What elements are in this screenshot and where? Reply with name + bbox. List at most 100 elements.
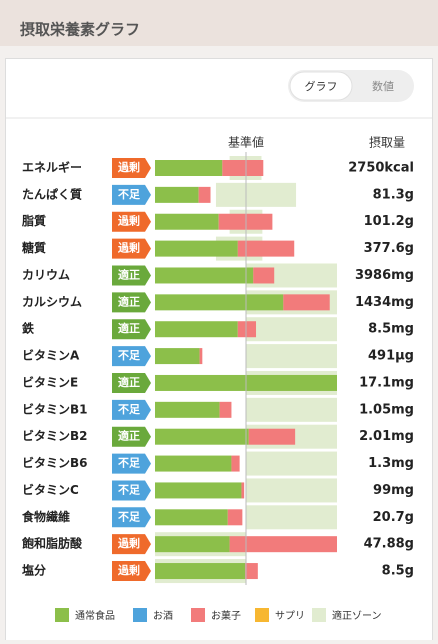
row-label: カルシウム [22, 295, 82, 309]
legend-label: お酒 [153, 610, 173, 622]
bar-segment [222, 160, 264, 176]
row-label: 鉄 [22, 321, 34, 336]
badge [112, 319, 151, 340]
zone [246, 317, 337, 342]
bar-segment [155, 348, 200, 365]
badge [112, 184, 151, 205]
row-label: ビタミンA [22, 348, 80, 363]
bar-segment [283, 294, 330, 311]
badge [112, 480, 151, 501]
badge-label: 不足 [118, 483, 141, 496]
badge [112, 292, 151, 313]
badge [112, 534, 151, 555]
badge [112, 346, 151, 367]
legend-label: サプリ [275, 610, 305, 622]
legend-swatch [133, 608, 147, 622]
intake-value: 2.01mg [359, 429, 414, 444]
badge-label: 過剰 [117, 536, 140, 550]
bar-segment [155, 267, 254, 284]
legend-swatch [191, 608, 205, 622]
badge-label: 適正 [118, 267, 140, 281]
row-label: ビタミンB2 [22, 428, 88, 443]
row-label: ビタミンC [22, 482, 79, 497]
badge-label: 不足 [118, 349, 141, 362]
badge [112, 426, 151, 447]
bar-segment [241, 482, 245, 499]
badge-label: 適正 [118, 375, 140, 389]
bar-segment [155, 563, 246, 580]
bar-segment [227, 509, 243, 526]
intake-value: 17.1mg [359, 375, 414, 390]
bar-segment [199, 348, 203, 365]
bar-segment [229, 536, 337, 553]
intake-value: 20.7g [373, 510, 414, 525]
row-label: 脂質 [21, 213, 46, 228]
intake-value: 491μg [368, 349, 414, 364]
reference-header: 基準値 [228, 135, 264, 150]
legend-swatch [255, 608, 269, 622]
zone [246, 344, 337, 369]
intake-value: 81.3g [373, 187, 414, 202]
badge-label: 適正 [118, 321, 140, 335]
badge [112, 372, 151, 393]
legend-swatch [312, 608, 326, 622]
row-label: ビタミンE [22, 374, 78, 389]
badge-label: 適正 [118, 429, 140, 443]
badge [112, 265, 151, 286]
row-label: ビタミンB6 [22, 455, 88, 470]
badge-label: 不足 [118, 188, 141, 201]
bar-segment [155, 213, 219, 230]
bar-segment [219, 401, 232, 418]
badge [112, 238, 151, 259]
row-label: エネルギー [22, 160, 82, 175]
bar-segment [155, 186, 199, 203]
intake-value: 101.2g [364, 214, 414, 229]
zone [246, 397, 337, 422]
badge-label: 不足 [118, 457, 141, 470]
bar-segment [198, 186, 211, 203]
row-label: ビタミンB1 [22, 401, 88, 416]
bar-segment [237, 321, 257, 338]
bar-segment [155, 455, 232, 472]
badge [112, 453, 151, 474]
intake-value: 8.5g [382, 564, 414, 579]
row-label: 糖質 [22, 240, 46, 255]
badge [112, 561, 151, 582]
bar-segment [155, 321, 238, 338]
bar-segment [155, 240, 238, 257]
badge [112, 399, 151, 420]
bar-segment [231, 455, 240, 472]
badge [112, 211, 151, 232]
bar-segment [155, 509, 228, 526]
badge-label: 過剰 [117, 563, 140, 577]
intake-value: 1.3mg [368, 456, 414, 471]
bar-segment [245, 563, 258, 580]
intake-value: 1434mg [355, 295, 414, 310]
intake-value: 99mg [373, 483, 414, 498]
intake-header: 摂取量 [369, 135, 405, 150]
bar-segment [155, 401, 220, 418]
header-bar [0, 0, 438, 46]
toggle-active[interactable] [289, 71, 353, 101]
intake-value: 1.05mg [359, 402, 414, 417]
badge-label: 過剰 [117, 241, 140, 255]
bar-segment [248, 428, 296, 445]
bar-segment [253, 267, 275, 284]
row-label: 食物繊維 [21, 509, 70, 524]
badge-label: 不足 [118, 510, 141, 523]
legend-swatch [55, 608, 69, 622]
intake-value: 2750kcal [348, 161, 414, 176]
legend-label: 通常食品 [75, 609, 115, 622]
zone [246, 478, 337, 503]
row-label: 飽和脂肪酸 [21, 536, 83, 551]
toggle-option[interactable]: 数値 [372, 80, 394, 93]
toggle-option[interactable]: グラフ [305, 79, 338, 93]
bar-segment [155, 428, 249, 445]
bar-segment [237, 240, 295, 257]
legend-label: 適正ゾーン [332, 609, 382, 622]
intake-value: 47.88g [364, 537, 414, 552]
zone [215, 182, 297, 207]
row-label: カリウム [22, 268, 70, 282]
legend-label: お菓子 [211, 610, 241, 622]
